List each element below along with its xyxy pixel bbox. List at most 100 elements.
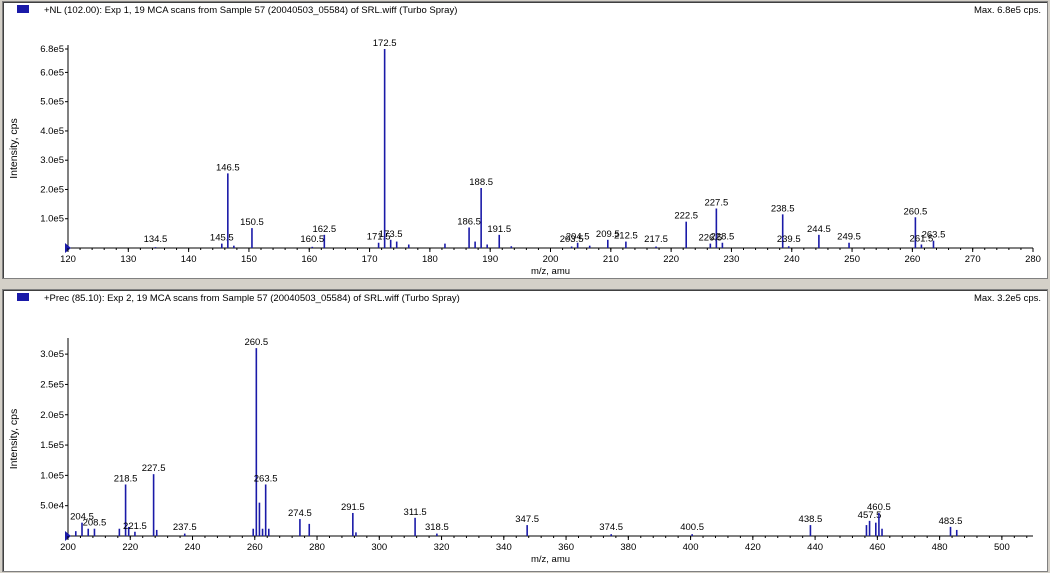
pane-splitter[interactable] bbox=[0, 279, 1050, 287]
peak-label: 318.5 bbox=[425, 522, 449, 533]
peak-label: 173.5 bbox=[379, 229, 403, 240]
peak-label: 217.5 bbox=[644, 234, 668, 245]
y-tick-label: 6.0e5 bbox=[40, 67, 64, 78]
x-tick-label: 200 bbox=[543, 254, 559, 265]
x-tick-label: 220 bbox=[663, 254, 679, 265]
peak-label: 162.5 bbox=[312, 224, 336, 235]
x-tick-label: 320 bbox=[434, 542, 450, 553]
x-tick-label: 250 bbox=[844, 254, 860, 265]
peak-label: 400.5 bbox=[680, 522, 704, 533]
peak-label: 226.5 bbox=[698, 233, 722, 244]
peak-label: 134.5 bbox=[144, 234, 168, 245]
peak-label: 311.5 bbox=[404, 507, 427, 518]
x-tick-label: 480 bbox=[932, 542, 948, 553]
x-tick-label: 280 bbox=[309, 542, 325, 553]
peak-label: 209.5 bbox=[596, 229, 620, 240]
x-tick-label: 140 bbox=[181, 254, 197, 265]
x-tick-label: 400 bbox=[683, 542, 699, 553]
x-tick-label: 270 bbox=[965, 254, 981, 265]
max-intensity-label: Max. 6.8e5 cps. bbox=[973, 5, 1041, 16]
x-tick-label: 420 bbox=[745, 542, 761, 553]
peak-label: 261.5 bbox=[910, 233, 934, 244]
x-tick-label: 360 bbox=[558, 542, 574, 553]
peak-label: 239.5 bbox=[777, 234, 801, 245]
y-tick-label: 2.0e5 bbox=[40, 410, 64, 421]
peak-label: 438.5 bbox=[799, 514, 823, 525]
y-tick-label: 1.5e5 bbox=[40, 440, 64, 451]
peak-label: 263.5 bbox=[254, 473, 278, 484]
y-tick-label: 2.5e5 bbox=[40, 379, 64, 390]
peak-label: 238.5 bbox=[771, 203, 795, 214]
peak-label: 212.5 bbox=[614, 231, 638, 242]
x-tick-label: 160 bbox=[301, 254, 317, 265]
y-tick-label: 3.0e5 bbox=[40, 155, 64, 166]
peak-label: 191.5 bbox=[487, 224, 511, 235]
precursor-spectrum-chart[interactable]: 200 220 240 260 280 300 320 340 360 380 400 420 440 4… bbox=[3, 290, 1047, 571]
peak-label: 263.5 bbox=[922, 230, 946, 241]
x-axis-title: m/z, amu bbox=[531, 554, 570, 565]
spectrum-pane-1: +NL (102.00): Exp 1, 19 MCA scans from S… bbox=[2, 1, 1048, 279]
peak-label: 457.5 bbox=[858, 510, 882, 521]
peak-label: 483.5 bbox=[939, 516, 963, 527]
y-tick-label: 6.8e5 bbox=[40, 44, 64, 55]
x-tick-label: 460 bbox=[869, 542, 885, 553]
peak-label: 222.5 bbox=[674, 211, 698, 222]
peak-label: 218.5 bbox=[114, 473, 138, 484]
spectrum-pane-icon[interactable] bbox=[17, 5, 29, 13]
peak-label: 160.5 bbox=[300, 234, 324, 245]
x-tick-label: 340 bbox=[496, 542, 512, 553]
x-tick-label: 220 bbox=[122, 542, 138, 553]
peak-label: 203.5 bbox=[560, 234, 584, 245]
x-tick-label: 200 bbox=[60, 542, 76, 553]
x-tick-label: 260 bbox=[904, 254, 920, 265]
x-tick-label: 230 bbox=[724, 254, 740, 265]
pane-title: +NL (102.00): Exp 1, 19 MCA scans from S… bbox=[44, 5, 458, 16]
x-tick-label: 240 bbox=[784, 254, 800, 265]
neutral-loss-spectrum-chart[interactable]: 120 130 140 150 160 170 180 190 200 210 220 230 240 2… bbox=[3, 2, 1047, 278]
y-tick-label: 2.0e5 bbox=[40, 184, 64, 195]
x-tick-label: 130 bbox=[120, 254, 136, 265]
peak-label: 150.5 bbox=[240, 217, 264, 228]
pane-title: +Prec (85.10): Exp 2, 19 MCA scans from … bbox=[44, 293, 460, 304]
peak-label: 171.5 bbox=[367, 232, 391, 243]
peak-label: 260.5 bbox=[904, 206, 928, 217]
x-tick-label: 120 bbox=[60, 254, 76, 265]
x-tick-label: 380 bbox=[620, 542, 636, 553]
peak-label: 188.5 bbox=[469, 177, 493, 188]
y-tick-label: 3.0e5 bbox=[40, 349, 64, 360]
x-tick-label: 170 bbox=[362, 254, 378, 265]
peak-label: 244.5 bbox=[807, 224, 831, 235]
y-tick-label: 1.0e5 bbox=[40, 214, 64, 225]
peak-label: 145.5 bbox=[210, 233, 234, 244]
peak-label: 227.5 bbox=[142, 463, 166, 474]
y-tick-label: 1.0e5 bbox=[40, 470, 64, 481]
x-tick-label: 260 bbox=[247, 542, 263, 553]
spectrum-pane-2: +Prec (85.10): Exp 2, 19 MCA scans from … bbox=[2, 289, 1048, 572]
peak-label: 204.5 bbox=[566, 232, 590, 243]
y-tick-label: 5.0e4 bbox=[40, 501, 64, 512]
peak-label: 460.5 bbox=[867, 502, 891, 513]
y-axis-title: Intensity, cps bbox=[8, 118, 20, 179]
peak-label: 291.5 bbox=[341, 502, 365, 513]
peak-label: 227.5 bbox=[704, 197, 728, 208]
peak-label: 221.5 bbox=[123, 521, 147, 532]
x-axis-title: m/z, amu bbox=[531, 266, 570, 277]
spectrum-pane-icon[interactable] bbox=[17, 293, 29, 301]
peak-label: 274.5 bbox=[288, 508, 312, 519]
peak-label: 260.5 bbox=[244, 337, 268, 348]
max-intensity-label: Max. 3.2e5 cps. bbox=[973, 293, 1041, 304]
peak-label: 347.5 bbox=[515, 514, 539, 525]
y-tick-label: 4.0e5 bbox=[40, 126, 64, 137]
peak-label: 146.5 bbox=[216, 162, 240, 173]
x-tick-label: 210 bbox=[603, 254, 619, 265]
x-tick-label: 500 bbox=[994, 542, 1010, 553]
peak-label: 374.5 bbox=[599, 522, 623, 533]
peak-label: 249.5 bbox=[837, 232, 861, 243]
x-tick-label: 300 bbox=[371, 542, 387, 553]
peak-label: 204.5 bbox=[70, 512, 94, 523]
peak-label: 208.5 bbox=[83, 518, 107, 529]
peak-label: 186.5 bbox=[457, 217, 481, 228]
x-tick-label: 440 bbox=[807, 542, 823, 553]
y-tick-label: 5.0e5 bbox=[40, 97, 64, 108]
y-axis-title: Intensity, cps bbox=[8, 409, 20, 470]
